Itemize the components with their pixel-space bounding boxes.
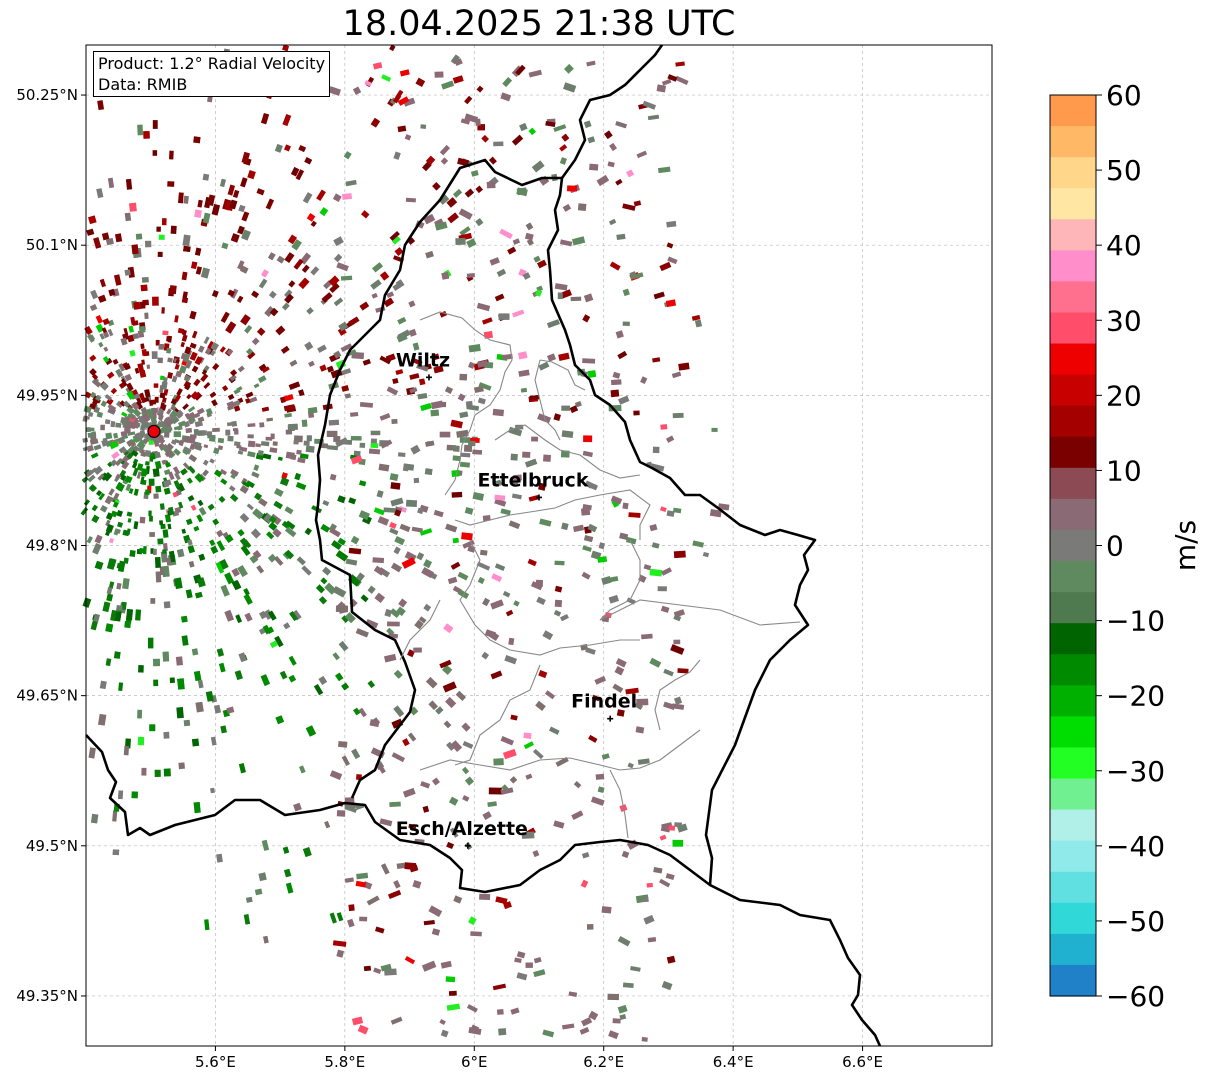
- colorbar-segment: [1050, 312, 1096, 345]
- colorbar-segment: [1050, 809, 1096, 842]
- city-marker: [607, 715, 614, 722]
- product-label: Product: 1.2° Radial Velocity: [98, 54, 326, 73]
- colorbar-segment: [1050, 964, 1096, 997]
- city-label: Esch/Alzette: [396, 818, 528, 840]
- canton-border: [419, 729, 701, 771]
- x-tick-label: 6.2°E: [583, 1053, 624, 1071]
- city-label: Findel: [571, 691, 637, 713]
- colorbar-tick-label: 30: [1106, 304, 1142, 337]
- y-tick-label: 50.25°N: [16, 86, 78, 104]
- colorbar-segment: [1050, 343, 1096, 376]
- colorbar-tick-label: −40: [1106, 830, 1165, 863]
- colorbar-segment: [1050, 778, 1096, 811]
- colorbar-tick-label: 20: [1106, 379, 1142, 412]
- y-axis-ticks: 50.25°N 50.1°N 49.95°N 49.8°N 49.65°N 49.5°N 4…: [16, 86, 86, 1005]
- colorbar-segment: [1050, 188, 1096, 220]
- colorbar-tick-label: 60: [1106, 79, 1142, 112]
- x-tick-label: 5.6°E: [195, 1053, 236, 1071]
- colorbar-segment: [1050, 592, 1096, 624]
- colorbar-segment: [1050, 126, 1096, 158]
- y-tick-label: 49.8°N: [26, 537, 78, 555]
- colorbar-segment: [1050, 902, 1096, 935]
- canton-border: [419, 311, 513, 496]
- map-title: 18.04.2025 21:38 UTC: [342, 4, 736, 44]
- x-tick-label: 6.4°E: [713, 1053, 754, 1071]
- canton-border: [399, 599, 441, 661]
- radar-echoes: [80, 44, 730, 1042]
- colorbar-segment: [1050, 281, 1096, 314]
- colorbar-tick-label: −30: [1106, 755, 1165, 788]
- colorbar-tick-label: 50: [1106, 154, 1142, 187]
- colorbar-segment: [1050, 716, 1096, 749]
- colorbar-segment: [1050, 157, 1096, 189]
- germany-border-north: [560, 44, 664, 179]
- city-marker: [536, 494, 542, 501]
- data-source-label: Data: RMIB: [98, 75, 188, 94]
- y-tick-label: 50.1°N: [26, 236, 78, 254]
- colorbar-tick-label: −50: [1106, 905, 1165, 938]
- colorbar-segment: [1050, 840, 1096, 873]
- colorbar-segment: [1050, 529, 1096, 562]
- colorbar-segment: [1050, 685, 1096, 717]
- city-label: Ettelbruck: [478, 469, 589, 491]
- canton-border: [534, 359, 561, 441]
- product-info-box: Product: 1.2° Radial Velocity Data: RMIB: [93, 51, 331, 97]
- colorbar-unit-label: m/s: [1169, 520, 1202, 571]
- x-tick-label: 5.8°E: [324, 1053, 365, 1071]
- colorbar-segment: [1050, 871, 1096, 904]
- city-marker: [464, 842, 471, 849]
- colorbar-segment: [1050, 219, 1096, 251]
- canton-border: [599, 539, 641, 621]
- canton-border: [539, 359, 586, 391]
- colorbar-segment: [1050, 933, 1096, 966]
- y-tick-label: 49.95°N: [16, 386, 78, 404]
- x-tick-label: 6.6°E: [842, 1053, 883, 1071]
- radar-site-dot: [147, 424, 161, 438]
- colorbar-segment: [1050, 250, 1096, 283]
- colorbar-segment: [1050, 436, 1096, 469]
- city-markers: Wiltz Ettelbruck Findel Esch/Alzette: [396, 349, 637, 849]
- colorbar-segment: [1050, 95, 1096, 127]
- colorbar-segment: [1050, 561, 1096, 593]
- colorbar-tick-label: 40: [1106, 229, 1142, 262]
- canton-border: [494, 424, 641, 479]
- colorbar-tick-label: 0: [1106, 530, 1124, 563]
- colorbar: 60 50 40 30 20 10 0 −10 −20 −30 −40 −50 −60 m/s: [1049, 79, 1202, 1013]
- canton-border: [609, 769, 629, 839]
- canton-border: [459, 539, 640, 656]
- x-axis-ticks: 5.6°E 5.8°E 6°E 6.2°E 6.4°E 6.6°E: [195, 1046, 883, 1071]
- colorbar-segment: [1050, 374, 1096, 407]
- y-tick-label: 49.35°N: [16, 987, 78, 1005]
- colorbar-segment: [1050, 498, 1096, 531]
- borders: [85, 44, 882, 1047]
- canton-border: [454, 664, 541, 766]
- colorbar-tick-label: 10: [1106, 454, 1142, 487]
- colorbar-segment: [1050, 654, 1096, 686]
- x-tick-label: 6°E: [461, 1053, 488, 1071]
- colorbar-segment: [1050, 623, 1096, 655]
- y-tick-label: 49.5°N: [26, 837, 78, 855]
- city-marker: [425, 374, 432, 381]
- colorbar-segment: [1050, 467, 1096, 500]
- city-label: Wiltz: [396, 349, 450, 371]
- luxembourg-border: [85, 158, 817, 894]
- germany-france-border-south: [709, 883, 882, 1047]
- colorbar-tick-label: −10: [1106, 605, 1165, 638]
- y-tick-label: 49.65°N: [16, 687, 78, 705]
- canton-border: [599, 599, 801, 626]
- colorbar-tick-label: −60: [1106, 980, 1165, 1013]
- colorbar-segment: [1050, 405, 1096, 438]
- canton-border: [654, 659, 701, 731]
- colorbar-segment: [1050, 747, 1096, 780]
- radar-site-marker: [147, 424, 161, 438]
- colorbar-tick-label: −20: [1106, 680, 1165, 713]
- canton-border: [454, 489, 651, 540]
